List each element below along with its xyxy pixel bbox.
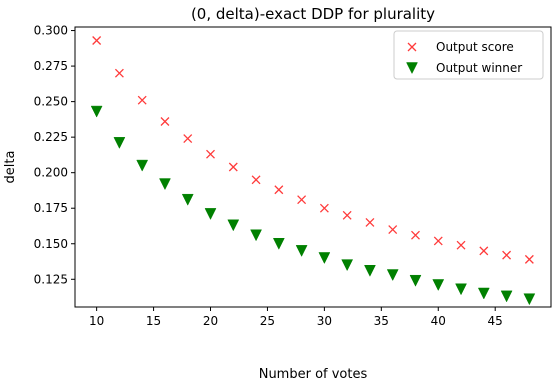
score-point bbox=[206, 149, 215, 159]
y-tick-label: 0.125 bbox=[34, 272, 68, 286]
score-point bbox=[524, 254, 534, 264]
winner-point bbox=[295, 245, 308, 257]
y-axis-label: delta bbox=[3, 151, 18, 184]
winner-point bbox=[181, 193, 194, 206]
winner-point bbox=[523, 293, 536, 306]
score-point bbox=[456, 240, 466, 250]
x-axis-label: Number of votes bbox=[259, 367, 368, 382]
x-tick-label: 10 bbox=[89, 314, 104, 328]
winner-point bbox=[409, 274, 422, 287]
winner-point bbox=[364, 265, 376, 277]
winner-point bbox=[159, 178, 171, 191]
score-point bbox=[388, 225, 398, 234]
y-tick-label: 0.200 bbox=[34, 166, 68, 180]
legend-box bbox=[393, 30, 544, 80]
score-point bbox=[274, 185, 284, 195]
x-tick-label: 40 bbox=[431, 314, 446, 328]
score-point bbox=[114, 68, 124, 78]
winner-point bbox=[455, 283, 467, 296]
x-tick-label: 25 bbox=[260, 314, 275, 328]
winner-point bbox=[318, 252, 331, 265]
score-point bbox=[433, 236, 443, 246]
winner-point bbox=[250, 229, 262, 242]
winner-point bbox=[204, 208, 217, 220]
score-point bbox=[342, 210, 352, 220]
score-point bbox=[183, 134, 193, 144]
chart-title: (0, delta)-exact DDP for plurality bbox=[191, 5, 435, 23]
x-tick-label: 30 bbox=[317, 314, 332, 328]
x-tick-label: 35 bbox=[374, 314, 389, 328]
plot-area-frame bbox=[74, 26, 552, 308]
legend-score-marker bbox=[407, 42, 417, 52]
y-tick-label: 0.225 bbox=[34, 130, 68, 144]
score-point bbox=[411, 230, 420, 240]
score-point bbox=[479, 246, 489, 256]
x-tick-label: 20 bbox=[203, 314, 218, 328]
winner-point bbox=[227, 219, 240, 232]
legend-winner-marker bbox=[406, 62, 418, 75]
winner-point bbox=[341, 259, 354, 272]
legend: Output score Output winner bbox=[393, 30, 544, 80]
series-output-winner bbox=[90, 105, 536, 306]
y-axis-ticks: 0.125 0.150 0.175 0.200 0.225 0.250 0.275 0.300 bbox=[34, 24, 75, 286]
score-point bbox=[92, 36, 102, 45]
winner-point bbox=[113, 137, 126, 149]
winner-point bbox=[432, 279, 445, 292]
score-point bbox=[365, 217, 375, 227]
series-output-score bbox=[92, 36, 534, 264]
score-point bbox=[228, 162, 238, 172]
legend-label: Output score bbox=[436, 40, 514, 54]
score-point bbox=[502, 250, 512, 260]
y-tick-label: 0.175 bbox=[34, 201, 68, 215]
x-axis-ticks: 10 15 20 25 30 35 40 45 bbox=[89, 307, 503, 328]
x-tick-label: 45 bbox=[488, 314, 503, 328]
y-tick-label: 0.250 bbox=[34, 95, 68, 109]
winner-point bbox=[477, 287, 490, 300]
winner-point bbox=[90, 105, 103, 118]
score-point bbox=[251, 175, 261, 185]
winner-point bbox=[500, 290, 513, 303]
score-point bbox=[297, 195, 307, 205]
score-point bbox=[137, 95, 147, 105]
score-point bbox=[160, 117, 170, 126]
x-tick-label: 15 bbox=[146, 314, 161, 328]
winner-point bbox=[272, 238, 285, 250]
y-tick-label: 0.300 bbox=[34, 24, 68, 38]
score-point bbox=[319, 203, 329, 213]
winner-point bbox=[386, 269, 399, 282]
winner-point bbox=[136, 159, 149, 172]
legend-label: Output winner bbox=[436, 61, 522, 75]
y-tick-label: 0.150 bbox=[34, 237, 68, 251]
y-tick-label: 0.275 bbox=[34, 59, 68, 73]
data-series bbox=[90, 36, 536, 306]
